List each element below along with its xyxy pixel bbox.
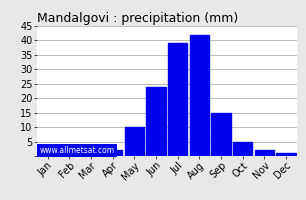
Bar	[125, 127, 144, 156]
Bar	[81, 150, 101, 156]
Bar	[168, 43, 187, 156]
Bar	[59, 153, 79, 156]
Bar	[38, 150, 57, 156]
Bar	[146, 87, 166, 156]
Text: Mandalgovi : precipitation (mm): Mandalgovi : precipitation (mm)	[37, 12, 238, 25]
Bar	[233, 142, 252, 156]
Bar	[276, 153, 296, 156]
Bar	[255, 150, 274, 156]
Bar	[103, 150, 122, 156]
Text: www.allmetsat.com: www.allmetsat.com	[39, 146, 114, 155]
Bar	[189, 35, 209, 156]
Bar	[211, 113, 231, 156]
